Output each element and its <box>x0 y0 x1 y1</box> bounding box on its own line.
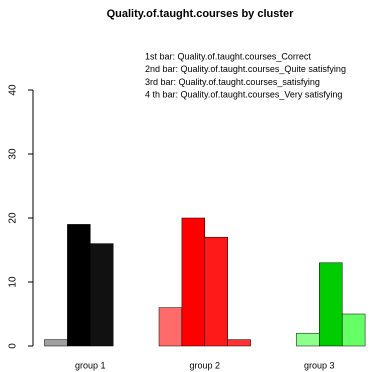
bar <box>227 339 251 347</box>
bar <box>44 339 68 347</box>
bar <box>296 332 320 347</box>
bar <box>319 262 343 347</box>
legend-entry: 1st bar: Quality.of.taught.courses_Corre… <box>145 51 311 61</box>
x-tick-label: group 1 <box>75 360 106 370</box>
x-tick-label: group 3 <box>304 360 335 370</box>
y-tick-label: 30 <box>8 148 19 160</box>
bar <box>181 217 206 347</box>
legend-entry: 3rd bar: Quality.of.taught.courses_satis… <box>145 77 320 87</box>
y-tick-label: 20 <box>8 212 19 224</box>
x-tick-label: group 2 <box>190 360 221 370</box>
chart-title: Quality.of.taught.courses by cluster <box>107 8 295 20</box>
bar <box>158 307 183 347</box>
legend-entry: 2nd bar: Quality.of.taught.courses_Quite… <box>145 64 346 74</box>
bar <box>90 243 114 347</box>
y-tick-label: 40 <box>8 84 19 96</box>
y-tick-label: 0 <box>8 343 19 349</box>
bar <box>341 313 366 347</box>
bar <box>67 224 91 347</box>
y-tick-label: 10 <box>8 276 19 288</box>
legend-entry: 4 th bar: Quality.of.taught.courses_Very… <box>145 89 342 99</box>
bar <box>204 236 228 347</box>
